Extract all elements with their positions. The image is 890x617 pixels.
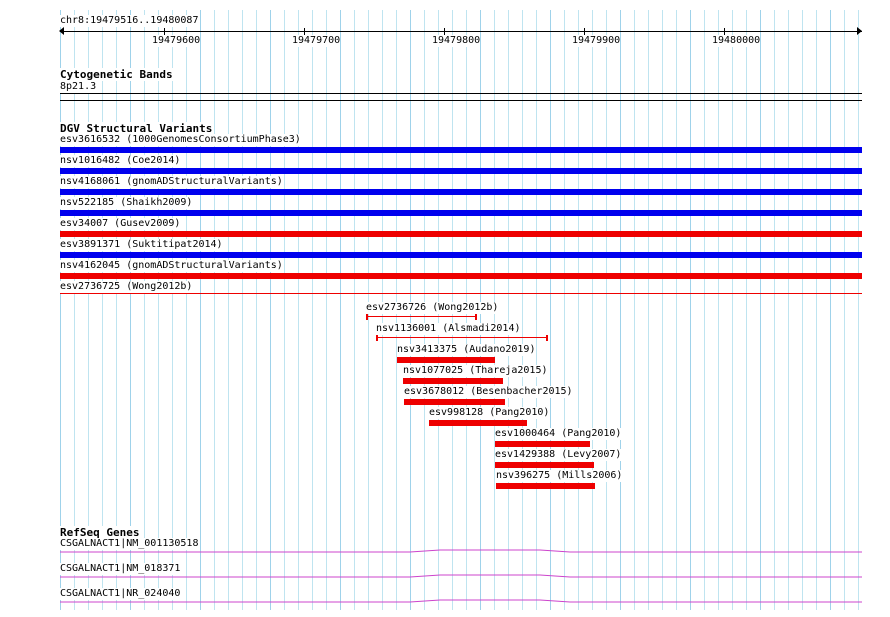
ruler-left-arrow-icon <box>59 27 64 35</box>
gene-model[interactable] <box>60 548 862 554</box>
variant-interval[interactable] <box>377 337 547 338</box>
gene-intron-line <box>60 550 862 552</box>
track-divider <box>60 100 862 101</box>
cytoband-label: 8p21.3 <box>60 81 96 93</box>
ruler-tick-mark <box>164 28 165 35</box>
ruler-tick-mark <box>724 28 725 35</box>
ruler-tick-label: 19479600 <box>152 35 200 47</box>
variant-label: nsv522185 (Shaikh2009) <box>60 197 192 209</box>
variant-label: esv3678012 (Besenbacher2015) <box>404 386 573 398</box>
variant-interval[interactable] <box>367 316 476 317</box>
ruler-tick-label: 19479900 <box>572 35 620 47</box>
variant-feature[interactable] <box>60 168 862 174</box>
variant-feature[interactable] <box>403 378 503 384</box>
variant-label: nsv3413375 (Audano2019) <box>397 344 535 356</box>
variant-label: esv34007 (Gusev2009) <box>60 218 180 230</box>
ruler-tick-mark <box>584 28 585 35</box>
variant-feature[interactable] <box>60 231 862 237</box>
variant-feature[interactable] <box>60 252 862 258</box>
cytoband-line <box>60 93 862 94</box>
variant-label: esv3616532 (1000GenomesConsortiumPhase3) <box>60 134 301 146</box>
variant-label: esv1000464 (Pang2010) <box>495 428 621 440</box>
variant-label: nsv1077025 (Thareja2015) <box>403 365 548 377</box>
variant-interval-cap <box>475 314 477 320</box>
ruler-tick-label: 19479700 <box>292 35 340 47</box>
variant-label: esv2736726 (Wong2012b) <box>366 302 498 314</box>
variant-feature[interactable] <box>429 420 527 426</box>
variant-label: esv2736725 (Wong2012b) <box>60 281 192 293</box>
variant-feature[interactable] <box>495 462 594 468</box>
variant-feature[interactable] <box>397 357 495 363</box>
variant-feature[interactable] <box>60 189 862 195</box>
gene-intron-line <box>60 575 862 577</box>
variant-feature[interactable] <box>496 483 595 489</box>
variant-label: esv998128 (Pang2010) <box>429 407 549 419</box>
variant-label: nsv1016482 (Coe2014) <box>60 155 180 167</box>
variant-label: nsv4168061 (gnomADStructuralVariants) <box>60 176 283 188</box>
ruler-tick-label: 19480000 <box>712 35 760 47</box>
gene-model[interactable] <box>60 573 862 579</box>
ruler-tick-mark <box>304 28 305 35</box>
variant-feature[interactable] <box>60 210 862 216</box>
variant-feature[interactable] <box>60 293 862 294</box>
variant-feature[interactable] <box>60 147 862 153</box>
variant-interval-cap <box>376 335 378 341</box>
ruler-axis <box>60 31 862 32</box>
variant-interval-cap <box>366 314 368 320</box>
ruler-right-arrow-icon <box>857 27 862 35</box>
ruler-tick-mark <box>444 28 445 35</box>
variant-feature[interactable] <box>60 273 862 279</box>
variant-feature[interactable] <box>495 441 590 447</box>
variant-label: nsv396275 (Mills2006) <box>496 470 622 482</box>
cytoband-track-title: Cytogenetic Bands <box>60 68 173 81</box>
variant-interval-cap <box>546 335 548 341</box>
ruler-coordinates: chr8:19479516..19480087 <box>60 15 198 27</box>
variant-label: esv1429388 (Levy2007) <box>495 449 621 461</box>
variant-feature[interactable] <box>404 399 505 405</box>
variant-label: nsv4162045 (gnomADStructuralVariants) <box>60 260 283 272</box>
gene-model[interactable] <box>60 598 862 604</box>
ruler-tick-label: 19479800 <box>432 35 480 47</box>
variant-label: esv3891371 (Suktitipat2014) <box>60 239 223 251</box>
gene-intron-line <box>60 600 862 602</box>
variant-label: nsv1136001 (Alsmadi2014) <box>376 323 521 335</box>
